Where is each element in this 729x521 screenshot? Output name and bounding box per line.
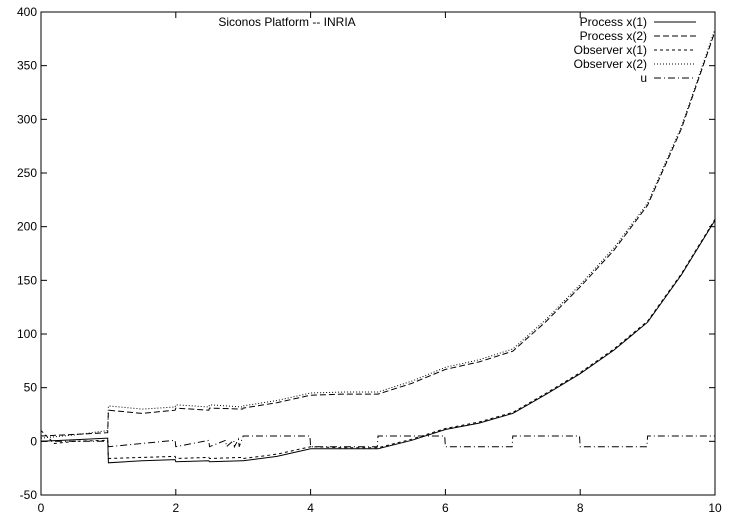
x-tick-label: 2 xyxy=(172,501,179,515)
legend-label-4: Observer x(2) xyxy=(574,57,647,71)
y-tick-label: 300 xyxy=(17,112,37,126)
series-line-2 xyxy=(40,31,716,437)
legend-label-1: Process x(1) xyxy=(580,15,647,29)
series-line-3 xyxy=(40,218,716,460)
y-tick-label: 350 xyxy=(17,59,37,73)
y-tick-label: 200 xyxy=(17,220,37,234)
legend-label-2: Process x(2) xyxy=(580,29,647,43)
y-tick-label: 150 xyxy=(17,273,37,287)
y-tick-label: 100 xyxy=(17,327,37,341)
y-tick-label: 250 xyxy=(17,166,37,180)
x-tick-label: 0 xyxy=(38,501,45,515)
series-line-5 xyxy=(41,435,715,449)
x-tick-label: 6 xyxy=(442,501,449,515)
y-tick-label: -50 xyxy=(20,488,38,502)
legend-label-3: Observer x(1) xyxy=(574,43,647,57)
chart-title: Siconos Platform -- INRIA xyxy=(218,15,355,29)
series-lines xyxy=(40,29,716,464)
x-tick-label: 4 xyxy=(307,501,314,515)
series-line-4 xyxy=(40,29,716,439)
x-tick-label: 8 xyxy=(577,501,584,515)
legend-label-5: u xyxy=(640,71,647,85)
x-tick-label: 10 xyxy=(708,501,722,515)
legend: Process x(1)Process x(2)Observer x(1)Obs… xyxy=(574,15,696,85)
plot-frame xyxy=(40,11,716,496)
y-tick-label: 0 xyxy=(30,434,37,448)
series-line-1 xyxy=(40,219,716,464)
y-tick-label: 50 xyxy=(24,381,38,395)
y-tick-label: 400 xyxy=(17,5,37,19)
